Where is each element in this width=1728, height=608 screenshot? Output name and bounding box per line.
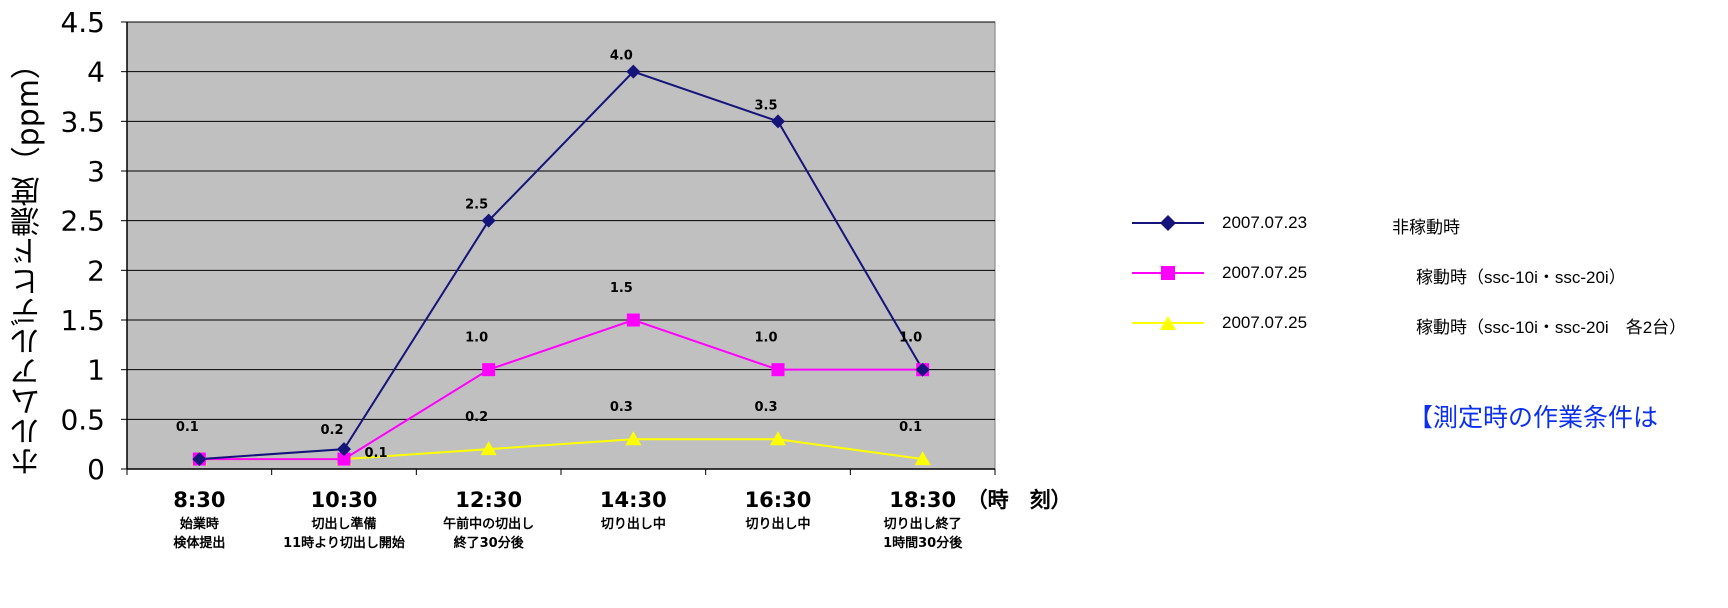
y-axis-title: ホルムアルデヒド濃度（ppm） — [11, 49, 46, 477]
data-point-series-2 — [771, 363, 785, 377]
data-point-series-1 — [915, 362, 930, 377]
data-point-series-3 — [625, 431, 642, 446]
x-tick-label: 8:30 — [173, 488, 225, 512]
x-tick-label: 18:30 — [889, 488, 956, 512]
x-category-sub1: 切り出し中 — [601, 516, 666, 532]
data-point-series-3 — [480, 441, 497, 456]
data-label-series-3: 0.3 — [754, 400, 777, 415]
legend-diamond-icon — [1160, 215, 1176, 231]
y-tick-label: 1.5 — [60, 304, 105, 337]
y-tick-label: 3.5 — [60, 105, 105, 138]
data-point-series-3 — [914, 451, 931, 466]
x-category-sub1: 切り出し中 — [745, 516, 810, 532]
data-label-series-1: 3.5 — [754, 98, 777, 113]
legend: 2007.07.23 非稼動時 2007.07.25 稼動時（ssc-10i・s… — [1130, 210, 1728, 360]
y-tick-label: 1 — [87, 354, 105, 387]
x-category-sub2: 11時より切出し開始 — [283, 535, 405, 551]
data-label-series-3: 0.1 — [364, 446, 387, 461]
x-category-sub1: 始業時 — [180, 516, 219, 532]
data-label-series-2: 1.5 — [610, 281, 633, 296]
data-point-series-1 — [337, 442, 351, 457]
legend-item-3: 2007.07.25 稼動時（ssc-10i・ssc-20i 各2台） — [1130, 310, 1728, 360]
legend-desc-3: 稼動時（ssc-10i・ssc-20i 各2台） — [1416, 318, 1687, 337]
data-label-series-3: 0.2 — [465, 410, 488, 425]
x-category-sub2: 終了30分後 — [454, 535, 525, 551]
x-category-sub1: 切出し準備 — [311, 516, 376, 532]
conditions-note: 【測定時の作業条件は — [1408, 403, 1659, 432]
legend-date-2: 2007.07.25 — [1222, 263, 1308, 282]
data-label-series-2: 1.0 — [465, 331, 488, 346]
y-tick-label: 0.5 — [60, 403, 105, 436]
x-category-sub2: 検体提出 — [173, 535, 225, 551]
x-tick-label: 14:30 — [600, 488, 667, 512]
y-axis-title-wrap: ホルムアルデヒド濃度（ppm） — [4, 28, 54, 498]
data-label-series-2: 0.2 — [320, 423, 343, 438]
data-label-series-2: 1.0 — [899, 331, 922, 346]
x-category-sub1: 午前中の切出し — [443, 516, 534, 532]
y-tick-label: 3 — [87, 155, 105, 188]
legend-item-2: 2007.07.25 稼動時（ssc-10i・ssc-20i） — [1130, 260, 1728, 310]
legend-desc-2: 稼動時（ssc-10i・ssc-20i） — [1416, 268, 1626, 287]
data-point-series-3 — [770, 431, 786, 446]
data-label-series-2: 0.1 — [176, 420, 199, 435]
x-tick-label: 10:30 — [311, 488, 378, 512]
x-category-sub1: 切り出し終了 — [884, 516, 962, 532]
data-label-series-3: 0.1 — [899, 420, 922, 435]
data-point-series-1 — [771, 114, 785, 129]
series-line-1 — [199, 70, 924, 461]
legend-date-3: 2007.07.25 — [1222, 313, 1308, 332]
series-line-2 — [199, 318, 923, 461]
data-point-series-2 — [337, 452, 351, 466]
plot-area — [126, 21, 996, 470]
x-axis-title: （時 刻） — [967, 488, 1072, 512]
data-label-series-2: 1.0 — [754, 331, 777, 346]
x-category-sub2: 1時間30分後 — [883, 535, 963, 551]
y-tick-label: 2.5 — [60, 205, 105, 238]
legend-square-icon — [1161, 266, 1175, 280]
data-point-series-2 — [626, 313, 640, 327]
legend-date-1: 2007.07.23 — [1222, 213, 1308, 232]
y-tick-label: 0 — [87, 453, 105, 486]
data-label-series-1: 2.5 — [465, 198, 488, 213]
data-label-series-3: 0.3 — [610, 400, 633, 415]
data-point-series-1 — [192, 452, 207, 467]
y-tick-label: 2 — [87, 254, 105, 287]
legend-desc-1: 非稼動時 — [1392, 218, 1460, 237]
x-tick-label: 16:30 — [745, 488, 812, 512]
y-tick-label: 4 — [87, 56, 105, 89]
y-tick-label: 4.5 — [60, 6, 105, 39]
data-point-series-1 — [626, 64, 641, 79]
data-label-series-1: 4.0 — [610, 49, 633, 64]
legend-triangle-icon — [1160, 316, 1176, 330]
data-point-series-1 — [481, 213, 496, 228]
legend-item-1: 2007.07.23 非稼動時 — [1130, 210, 1728, 260]
data-point-series-2 — [482, 363, 496, 377]
x-tick-label: 12:30 — [455, 488, 522, 512]
